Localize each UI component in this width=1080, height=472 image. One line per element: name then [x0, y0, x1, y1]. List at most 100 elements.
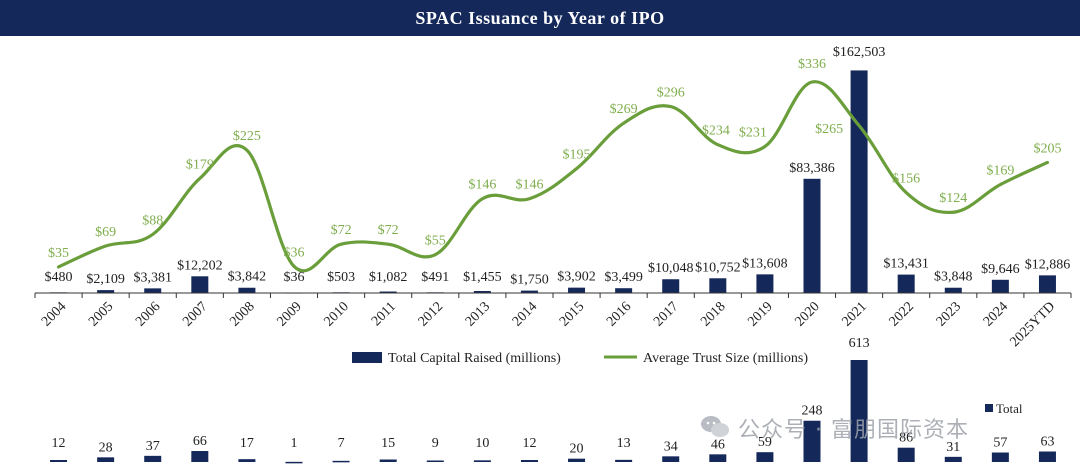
- capital-bar: [991, 279, 1009, 293]
- x-tick-label: 2020: [792, 299, 822, 329]
- trust-size-label: $195: [563, 148, 591, 163]
- trust-size-label: $205: [1033, 141, 1061, 156]
- x-tick-label: 2015: [557, 299, 587, 329]
- chart-title-bar: SPAC Issuance by Year of IPO: [0, 0, 1080, 36]
- capital-label: $12,202: [177, 258, 223, 273]
- count-bar: [426, 460, 444, 463]
- count-bar: [615, 459, 633, 462]
- count-bar: [709, 454, 727, 462]
- capital-label: $1,750: [510, 273, 549, 288]
- capital-label: $3,848: [934, 270, 973, 285]
- capital-label: $503: [327, 270, 355, 285]
- count-bar: [1038, 451, 1056, 462]
- legend-label-total: Total: [996, 401, 1023, 416]
- trust-size-label: $146: [515, 178, 543, 193]
- capital-label: $10,752: [695, 260, 741, 275]
- count-bar: [97, 457, 115, 462]
- trust-size-label: $72: [378, 223, 399, 238]
- count-bar: [944, 456, 962, 462]
- count-bar: [285, 461, 303, 464]
- x-tick-label: 2016: [604, 299, 634, 329]
- count-bar: [662, 456, 680, 462]
- count-bar: [897, 447, 915, 462]
- capital-bar: [1038, 275, 1056, 293]
- capital-label: $2,109: [86, 272, 125, 287]
- capital-label: $3,499: [604, 270, 643, 285]
- count-bar: [520, 460, 538, 462]
- count-bar: [473, 460, 491, 462]
- count-label: 57: [993, 436, 1007, 451]
- count-label: 20: [570, 442, 584, 457]
- capital-bar: [97, 290, 115, 293]
- watermark-text: 公众号 · 富朋国际资本: [738, 418, 969, 443]
- x-tick-label: 2014: [510, 299, 540, 329]
- count-bar: [50, 460, 68, 462]
- count-label: 15: [381, 436, 395, 451]
- x-tick-label: 2013: [463, 299, 493, 329]
- count-bar: [379, 459, 397, 462]
- trust-size-label: $88: [142, 213, 163, 228]
- capital-label: $36: [284, 270, 305, 285]
- capital-label: $12,886: [1025, 257, 1071, 272]
- capital-label: $491: [421, 270, 449, 285]
- legend-swatch-capital: [352, 352, 382, 363]
- capital-label: $13,608: [742, 256, 788, 271]
- capital-bar: [520, 290, 538, 293]
- trust-size-label: $35: [48, 246, 69, 261]
- x-tick-label: 2023: [934, 299, 964, 329]
- trust-size-label: $225: [233, 129, 261, 144]
- trust-size-label: $269: [610, 102, 638, 117]
- capital-label: $3,842: [228, 270, 267, 285]
- count-bar: [756, 452, 774, 462]
- count-bar: [144, 455, 162, 462]
- trust-size-label: $124: [939, 191, 967, 206]
- trust-size-label: $146: [468, 178, 496, 193]
- x-tick-label: 2006: [133, 299, 163, 329]
- capital-bar: [756, 274, 774, 293]
- x-tick-label: 2019: [745, 299, 775, 329]
- count-label: 7: [338, 436, 345, 451]
- trust-size-label: $169: [986, 164, 1014, 179]
- count-label: 13: [617, 436, 631, 451]
- capital-label: $3,381: [133, 270, 172, 285]
- count-label: 10: [475, 436, 489, 451]
- x-tick-label: 2010: [322, 299, 352, 329]
- trust-size-label: $179: [186, 157, 214, 172]
- capital-bar: [944, 287, 962, 293]
- x-tick-label: 2018: [698, 299, 728, 329]
- chart-title: SPAC Issuance by Year of IPO: [415, 7, 665, 28]
- capital-bar: [897, 274, 915, 293]
- x-tick-label: 2022: [887, 299, 917, 329]
- wechat-icon: [701, 416, 729, 437]
- count-bar: [568, 458, 586, 462]
- count-bar: [191, 451, 209, 462]
- legend-swatch-total: [985, 404, 993, 412]
- capital-label: $9,646: [981, 262, 1020, 277]
- capital-label: $162,503: [833, 45, 886, 60]
- x-tick-label: 2025YTD: [1008, 299, 1059, 350]
- x-tick-label: 2024: [981, 299, 1011, 329]
- count-label: 613: [849, 336, 870, 351]
- count-label: 63: [1040, 435, 1054, 450]
- capital-label: $1,082: [369, 270, 408, 285]
- count-label: 86: [899, 431, 913, 446]
- count-label: 34: [664, 439, 678, 454]
- capital-label: $13,431: [883, 257, 929, 272]
- capital-bar: [238, 287, 256, 293]
- count-label: 1: [291, 436, 298, 451]
- trust-size-label: $156: [892, 172, 920, 187]
- trust-size-label: $231: [739, 126, 767, 141]
- trust-size-label: $265: [815, 122, 843, 137]
- x-tick-label: 2007: [180, 299, 210, 329]
- legend-label-trust: Average Trust Size (millions): [643, 351, 808, 366]
- trust-size-label: $36: [284, 245, 305, 260]
- capital-bar: [850, 70, 868, 293]
- capital-label: $480: [45, 270, 73, 285]
- count-label: 46: [711, 437, 725, 452]
- trust-size-label: $336: [798, 57, 826, 72]
- x-tick-label: 2004: [39, 299, 69, 329]
- count-label: 37: [146, 439, 160, 454]
- capital-label: $1,455: [463, 270, 502, 285]
- capital-label: $3,902: [557, 270, 596, 285]
- legend-label-capital: Total Capital Raised (millions): [388, 351, 561, 366]
